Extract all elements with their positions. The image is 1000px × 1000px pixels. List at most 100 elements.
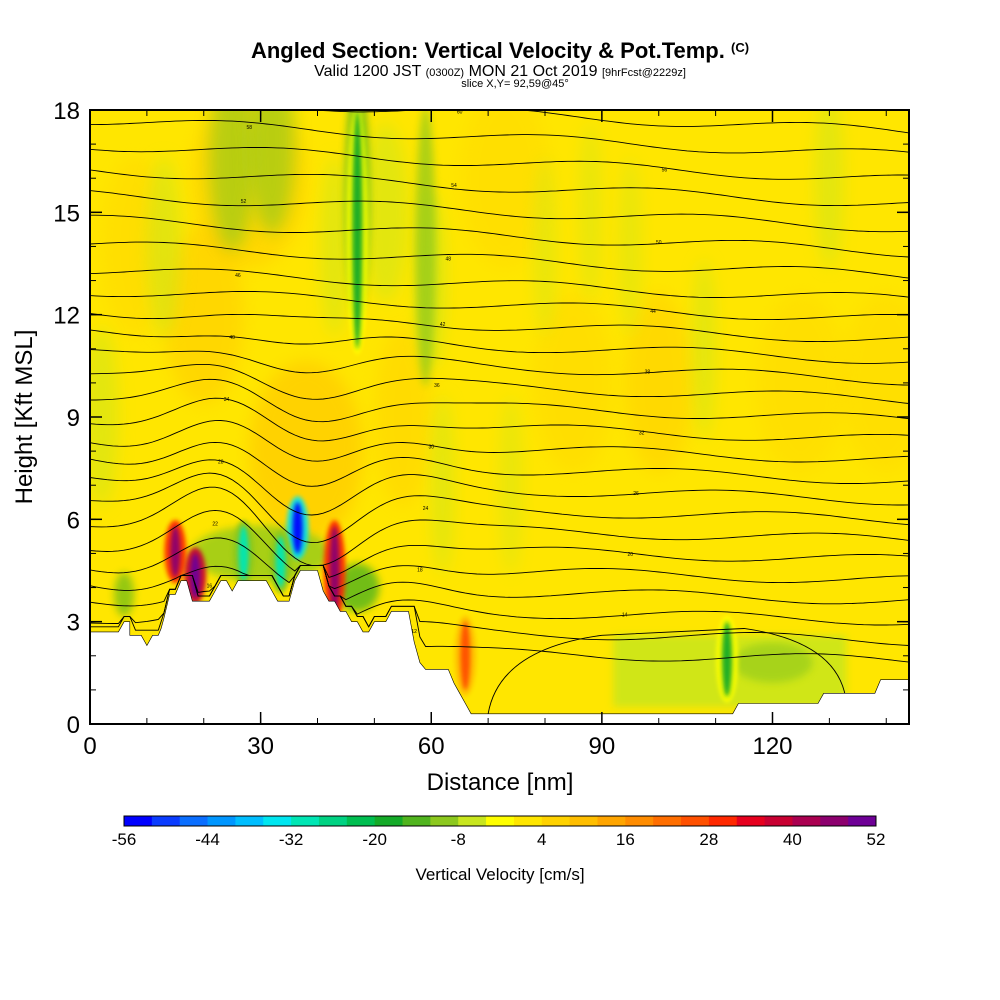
field-streak [431, 395, 455, 576]
contour-label: 26 [633, 491, 639, 497]
colorbar-tick-label: 28 [699, 830, 718, 849]
valid-time: Valid 1200 JST [314, 63, 422, 80]
field-streak [533, 156, 557, 337]
field-streak [374, 327, 432, 507]
colorbar-swatch [124, 816, 153, 826]
chart-title: Angled Section: Vertical Velocity & Pot.… [250, 38, 750, 63]
colorbar-swatch [764, 816, 793, 826]
colorbar-swatch [374, 816, 404, 826]
x-tick-label: 90 [589, 733, 616, 760]
contour-label: 52 [241, 199, 247, 205]
colorbar-swatch [681, 816, 710, 826]
slice-info: slice X,Y= 92,59@45° [461, 78, 569, 90]
plot-area: 1012141618202224262830323436384042444648… [90, 110, 909, 724]
updraft-core [329, 526, 340, 615]
updraft-core [460, 621, 471, 690]
downdraft-core [722, 621, 732, 697]
west-downdraft [114, 572, 135, 617]
field-streak [362, 122, 409, 303]
field-streak [618, 156, 642, 337]
contour-label: 16 [207, 583, 213, 589]
contour-label: 60 [457, 110, 463, 116]
contour-label: 48 [446, 256, 452, 262]
field-streak [320, 156, 349, 337]
x-tick-label: 30 [247, 733, 274, 760]
colorbar-tick-label: 52 [867, 830, 886, 849]
colorbar-swatch [848, 816, 877, 826]
updraft-core [170, 526, 181, 578]
upper-downdraft-2 [415, 110, 436, 387]
chart-subtitle: Valid 1200 JST (0300Z) MON 21 Oct 2019 [… [0, 63, 1000, 81]
contour-label: 42 [440, 322, 446, 328]
y-tick-label: 6 [67, 507, 80, 534]
x-tick-label: 60 [418, 733, 445, 760]
y-tick-label: 9 [67, 405, 80, 432]
contour-label: 44 [650, 309, 656, 315]
field-streak [459, 110, 551, 269]
contour-label: 32 [639, 430, 645, 436]
contour-label: 20 [628, 552, 634, 558]
contour-label: 50 [656, 240, 662, 246]
theta-contour [90, 169, 909, 207]
theta-contour [90, 329, 909, 364]
theta-contour [90, 420, 909, 463]
contour-label: 46 [235, 273, 241, 279]
field-streak [840, 292, 909, 473]
theta-contour [312, 110, 909, 134]
colorbar-swatch [402, 816, 431, 826]
theta-contour [90, 312, 909, 343]
theta-contour [90, 486, 909, 566]
colorbar-swatch [513, 816, 543, 826]
contour-label: 56 [662, 168, 668, 174]
theta-contour [90, 537, 909, 590]
x-axis-label: Distance [nm] [427, 769, 574, 796]
downdraft-core [352, 110, 363, 349]
field-streak [209, 110, 255, 252]
low-level-contour [487, 628, 847, 714]
colorbar-swatch [486, 816, 515, 826]
colorbar-swatch [625, 816, 654, 826]
theta-contour [90, 509, 909, 578]
contour-label: 22 [212, 521, 218, 527]
colorbar-swatch [541, 816, 571, 826]
theta-contour [90, 214, 909, 258]
terrain-mask [90, 570, 909, 724]
contour-label: 24 [423, 506, 429, 512]
contour-label: 58 [246, 125, 252, 131]
theta-contour [90, 441, 909, 487]
colorbar-tick-label: 4 [537, 830, 546, 849]
colorbar-swatch [346, 816, 376, 826]
colorbar-swatch [708, 816, 738, 826]
theta-contour [90, 147, 909, 180]
theta-contour [90, 363, 909, 404]
colorbar-swatch [820, 816, 849, 826]
colorbar-tick-label: -20 [362, 830, 387, 849]
theta-contour [90, 349, 909, 386]
contour-label: 18 [417, 567, 423, 573]
colorbar-swatch [179, 816, 209, 826]
copyright-mark: (C) [731, 40, 750, 55]
colorbar-swatch [597, 816, 626, 826]
colorbar-swatch [207, 816, 236, 826]
contour-label: 38 [645, 369, 651, 375]
forecast-info: [9hrFcst@2229z] [601, 67, 686, 79]
contour-label: 12 [411, 629, 417, 635]
contour-label: 14 [622, 613, 628, 619]
y-tick-label: 12 [53, 303, 80, 330]
field-streak [624, 292, 693, 473]
contour-label: 36 [434, 383, 440, 389]
valid-date: MON 21 Oct 2019 [468, 63, 598, 80]
colorbar-tick-label: 16 [616, 830, 635, 849]
theta-contour [90, 241, 909, 279]
downdraft-core [292, 502, 303, 554]
x-tick-label: 120 [752, 733, 792, 760]
field-streak [499, 395, 523, 576]
updraft-core [190, 553, 201, 598]
theta-contour [90, 459, 909, 516]
y-tick-label: 18 [53, 98, 80, 125]
colorbar-swatch [151, 816, 181, 826]
field-streak [249, 361, 364, 542]
valid-utc: (0300Z) [425, 67, 465, 79]
